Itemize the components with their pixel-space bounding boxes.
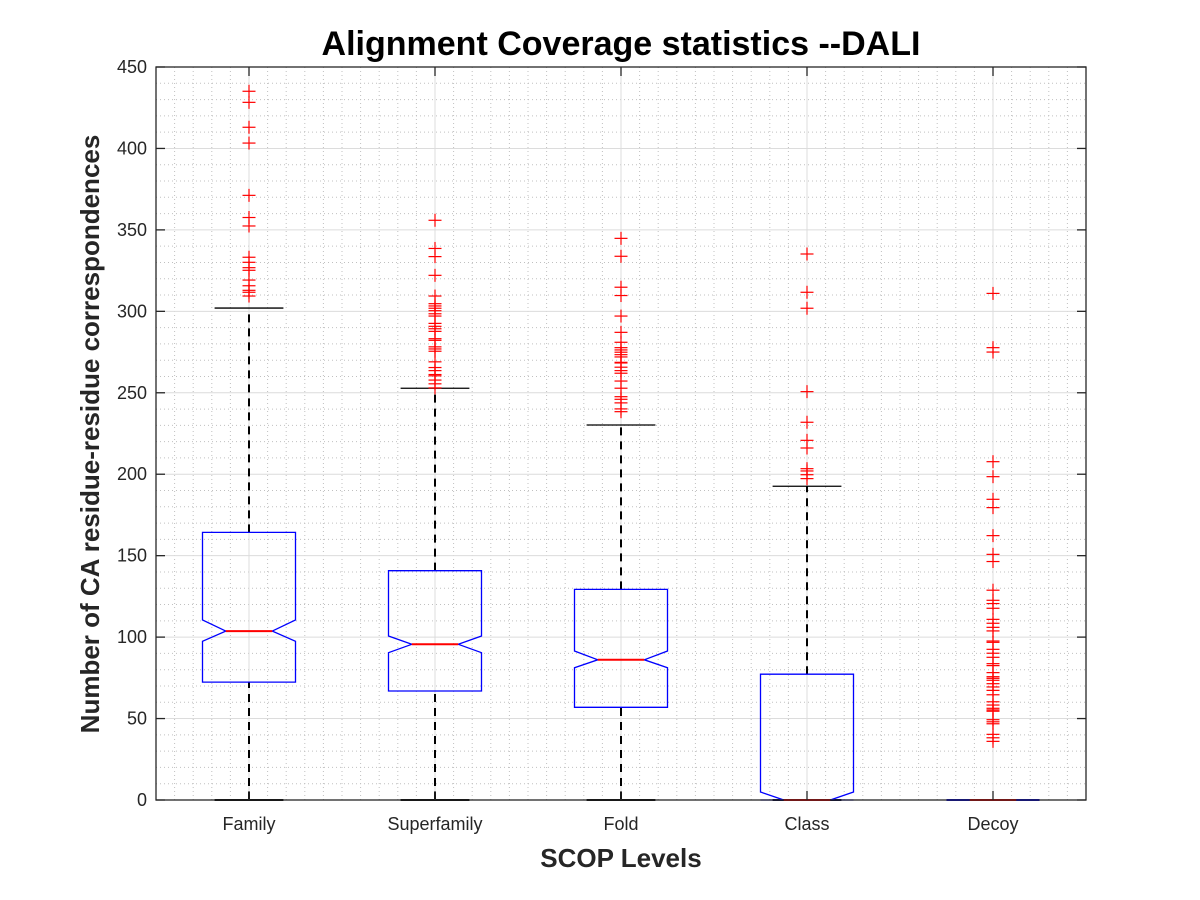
outlier-marker xyxy=(800,247,814,261)
outlier-marker xyxy=(242,120,256,134)
outlier-marker xyxy=(986,470,1000,484)
y-tick-label: 0 xyxy=(137,790,147,810)
box-group-fold xyxy=(573,231,669,801)
outlier-marker xyxy=(986,286,1000,300)
outlier-marker xyxy=(800,441,814,455)
outlier-marker xyxy=(800,285,814,299)
outlier-marker xyxy=(242,136,256,150)
x-tick-label: Family xyxy=(223,814,276,834)
y-tick-label: 100 xyxy=(117,627,147,647)
y-tick-label: 350 xyxy=(117,220,147,240)
outlier-marker xyxy=(986,734,1000,748)
outlier-marker xyxy=(614,309,628,323)
y-tick-label: 450 xyxy=(117,57,147,77)
outlier-marker xyxy=(800,415,814,429)
outlier-marker xyxy=(242,289,256,303)
outlier-marker xyxy=(614,405,628,419)
outlier-marker xyxy=(428,268,442,282)
y-tick-label: 200 xyxy=(117,464,147,484)
notched-box xyxy=(573,588,669,708)
outlier-marker xyxy=(800,472,814,486)
x-axis-label: SCOP Levels xyxy=(540,843,701,873)
outlier-marker xyxy=(986,455,1000,469)
notched-box xyxy=(201,531,297,683)
outlier-marker xyxy=(242,188,256,202)
y-tick-label: 50 xyxy=(127,709,147,729)
y-axis-label: Number of CA residue-residue corresponde… xyxy=(75,135,105,734)
outlier-marker xyxy=(242,219,256,233)
outlier-marker xyxy=(428,381,442,395)
chart-title: Alignment Coverage statistics --DALI xyxy=(322,25,921,63)
x-tick-label: Superfamily xyxy=(387,814,482,834)
outlier-marker xyxy=(800,385,814,399)
tick-labels-layer: 0 50 100 150 200 250 300 350 400 450 Family Superfa… xyxy=(117,57,1019,834)
outlier-marker xyxy=(614,231,628,245)
outlier-marker xyxy=(242,84,256,98)
y-tick-label: 250 xyxy=(117,383,147,403)
box-group-superfamily xyxy=(387,213,483,801)
x-tick-label: Decoy xyxy=(967,814,1018,834)
y-tick-label: 300 xyxy=(117,301,147,321)
y-tick-label: 400 xyxy=(117,138,147,158)
outlier-marker xyxy=(428,250,442,264)
outlier-marker xyxy=(242,95,256,109)
outlier-marker xyxy=(986,345,1000,359)
x-tick-label: Class xyxy=(784,814,829,834)
outlier-marker xyxy=(614,289,628,303)
outlier-marker xyxy=(986,501,1000,515)
x-tick-label: Fold xyxy=(603,814,638,834)
notched-box xyxy=(387,570,483,692)
outlier-marker xyxy=(986,529,1000,543)
axes-layer xyxy=(155,66,1087,801)
outlier-marker xyxy=(986,555,1000,569)
y-tick-label: 150 xyxy=(117,546,147,566)
outlier-marker xyxy=(428,213,442,227)
outlier-marker xyxy=(614,249,628,263)
outlier-marker xyxy=(986,601,1000,615)
outlier-marker xyxy=(800,301,814,315)
